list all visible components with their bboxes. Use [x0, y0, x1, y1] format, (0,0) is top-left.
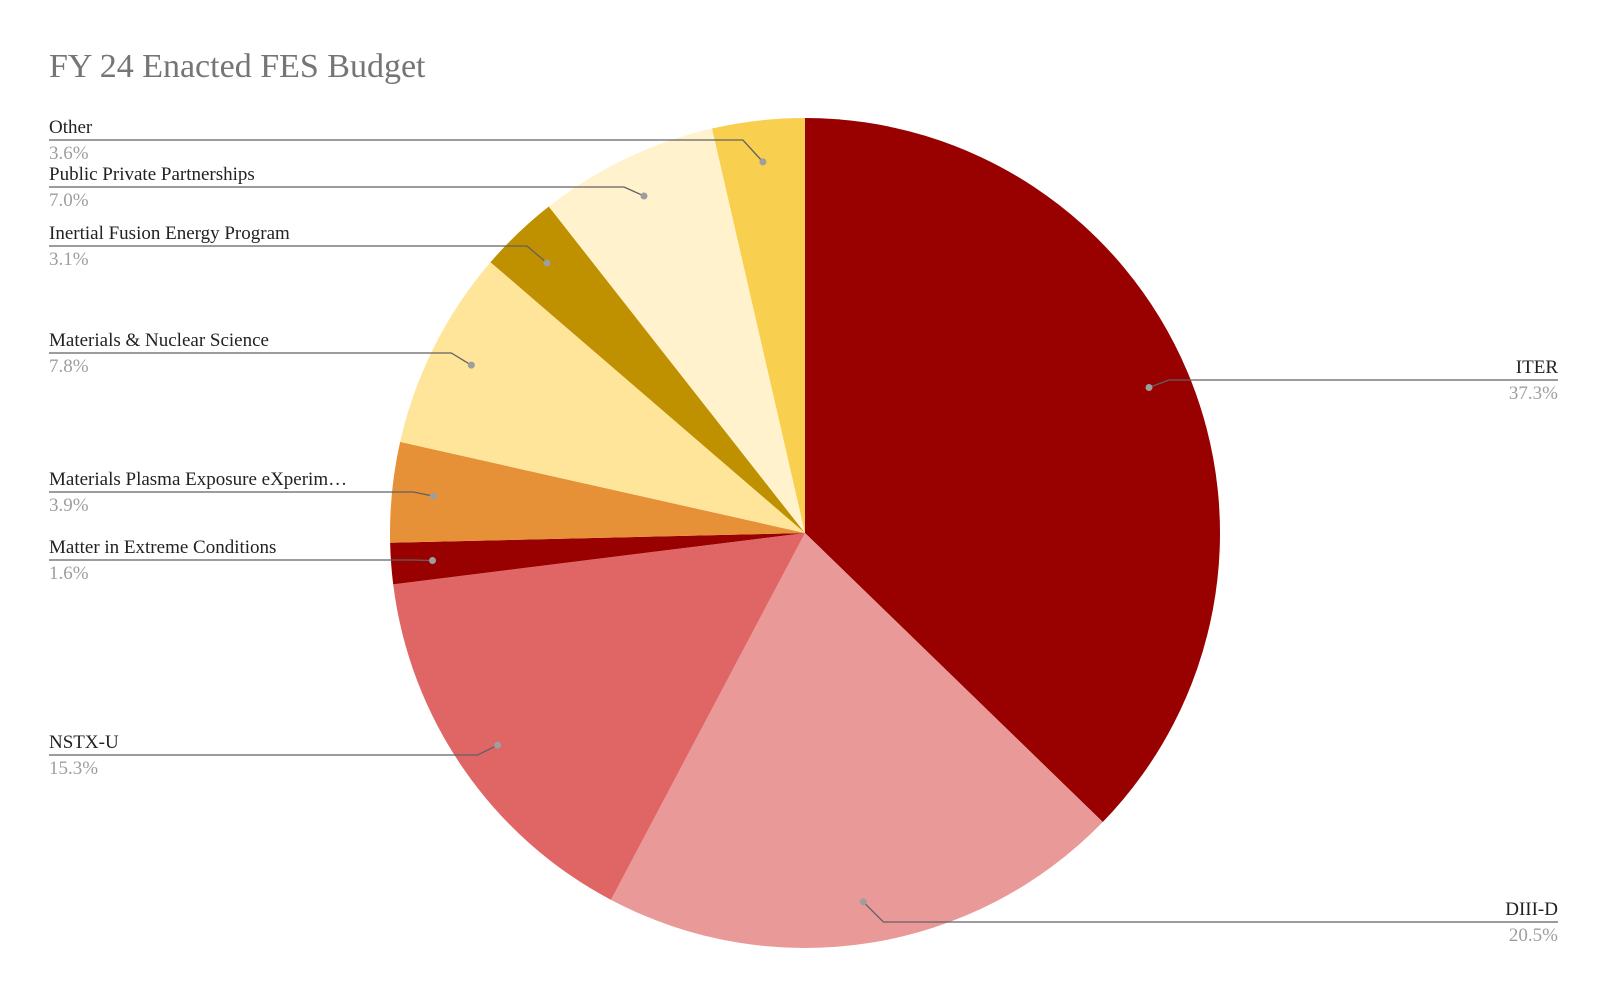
leader-line — [49, 186, 645, 197]
chart-title: FY 24 Enacted FES Budget — [49, 48, 426, 85]
slice-label-percent: 3.1% — [49, 249, 89, 270]
leader-line — [49, 491, 434, 497]
pie-slice-nstx-u — [393, 533, 805, 900]
slice-label-name: Materials & Nuclear Science — [49, 330, 269, 351]
slice-label-percent: 15.3% — [49, 758, 98, 779]
slice-label-name: NSTX-U — [49, 732, 119, 753]
leader-line — [49, 744, 498, 756]
pie-slice-materials-plasma-exposure-experim — [390, 441, 805, 543]
pie-slice-materials-nuclear-science — [400, 262, 805, 533]
pie-slice-diii-d — [610, 533, 1103, 949]
slice-label-name: Materials Plasma Exposure eXperim… — [49, 469, 347, 490]
slice-label-name: Inertial Fusion Energy Program — [49, 223, 290, 244]
slice-label-name: Matter in Extreme Conditions — [49, 537, 276, 558]
leader-dot — [859, 898, 867, 906]
slice-label-name: Public Private Partnerships — [49, 164, 255, 185]
leader-dot — [467, 361, 475, 369]
slice-label-percent: 7.8% — [49, 356, 89, 377]
pie-slice-matter-in-extreme-conditions — [390, 533, 805, 585]
slice-label-percent: 37.3% — [1509, 383, 1558, 404]
slice-label-percent: 3.6% — [49, 143, 89, 164]
slice-labels: ITER 37.3% DIII-D 20.5% NSTX-U 15.3% Matter in… — [49, 117, 1558, 946]
leader-line — [49, 245, 548, 264]
pie-slice-public-private-partnerships — [548, 128, 805, 533]
leader-line — [49, 352, 472, 366]
slice-label-name: ITER — [1516, 357, 1559, 378]
slice-label-percent: 7.0% — [49, 190, 89, 211]
leader-dot — [494, 741, 502, 749]
slice-label-percent: 3.9% — [49, 495, 89, 516]
leader-line — [1148, 379, 1558, 389]
slice-label-percent: 1.6% — [49, 563, 89, 584]
slice-label-percent: 20.5% — [1509, 925, 1558, 946]
slice-label-name: Other — [49, 117, 93, 138]
leader-dot — [1145, 383, 1153, 391]
slice-label-name: DIII-D — [1505, 899, 1558, 920]
leader-line — [49, 139, 764, 163]
pie-slices — [390, 118, 1221, 949]
leader-line — [862, 901, 1558, 923]
leader-dot — [543, 259, 551, 267]
leader-dot — [429, 492, 437, 500]
leader-dot — [759, 158, 767, 166]
pie-slice-inertial-fusion-energy-program — [490, 206, 805, 533]
leader-dot — [640, 192, 648, 200]
pie-slice-iter — [805, 118, 1221, 823]
pie-slice-other — [712, 118, 805, 533]
leader-dot — [429, 557, 437, 565]
leader-line — [49, 559, 433, 562]
